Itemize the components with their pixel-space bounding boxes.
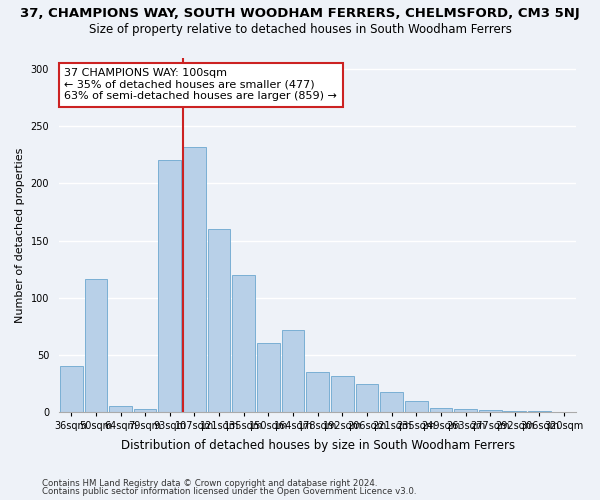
Bar xyxy=(430,408,452,412)
Bar xyxy=(232,275,255,412)
Bar xyxy=(454,408,477,412)
Bar xyxy=(281,330,304,412)
Bar xyxy=(158,160,181,412)
Bar xyxy=(380,392,403,412)
Bar xyxy=(503,411,526,412)
Bar xyxy=(60,366,83,412)
Bar xyxy=(134,408,157,412)
Text: 37, CHAMPIONS WAY, SOUTH WOODHAM FERRERS, CHELMSFORD, CM3 5NJ: 37, CHAMPIONS WAY, SOUTH WOODHAM FERRERS… xyxy=(20,8,580,20)
Bar xyxy=(208,229,230,412)
Text: Contains public sector information licensed under the Open Government Licence v3: Contains public sector information licen… xyxy=(42,487,416,496)
Bar xyxy=(183,146,206,412)
Bar xyxy=(356,384,379,412)
Bar xyxy=(257,344,280,412)
Bar xyxy=(479,410,502,412)
X-axis label: Distribution of detached houses by size in South Woodham Ferrers: Distribution of detached houses by size … xyxy=(121,440,515,452)
Bar xyxy=(109,406,132,412)
Text: Contains HM Land Registry data © Crown copyright and database right 2024.: Contains HM Land Registry data © Crown c… xyxy=(42,478,377,488)
Bar xyxy=(307,372,329,412)
Y-axis label: Number of detached properties: Number of detached properties xyxy=(15,147,25,322)
Bar xyxy=(85,280,107,412)
Bar xyxy=(528,411,551,412)
Bar xyxy=(405,400,428,412)
Text: 37 CHAMPIONS WAY: 100sqm
← 35% of detached houses are smaller (477)
63% of semi-: 37 CHAMPIONS WAY: 100sqm ← 35% of detach… xyxy=(64,68,337,102)
Bar xyxy=(331,376,353,412)
Text: Size of property relative to detached houses in South Woodham Ferrers: Size of property relative to detached ho… xyxy=(89,22,511,36)
